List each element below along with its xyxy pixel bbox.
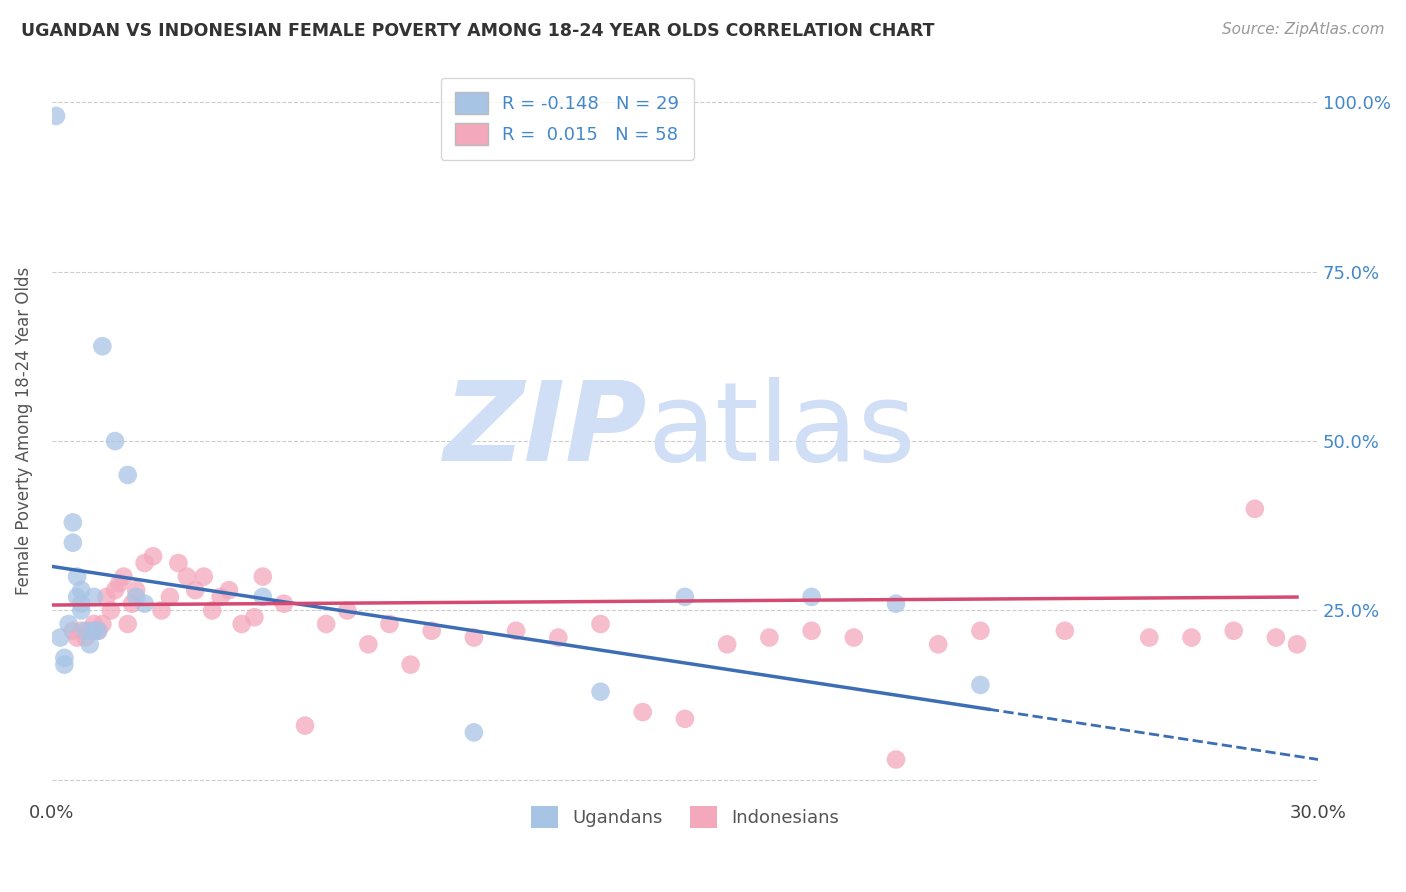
Point	[66, 590, 89, 604]
Point	[62, 516, 84, 530]
Text: ZIP: ZIP	[443, 377, 647, 484]
Point	[121, 597, 143, 611]
Point	[176, 569, 198, 583]
Point	[209, 590, 232, 604]
Point	[357, 637, 380, 651]
Text: Source: ZipAtlas.com: Source: ZipAtlas.com	[1222, 22, 1385, 37]
Point	[66, 569, 89, 583]
Point	[463, 631, 485, 645]
Point	[70, 583, 93, 598]
Point	[58, 617, 80, 632]
Point	[969, 624, 991, 638]
Point	[91, 339, 114, 353]
Y-axis label: Female Poverty Among 18-24 Year Olds: Female Poverty Among 18-24 Year Olds	[15, 267, 32, 595]
Point	[45, 109, 67, 123]
Point	[83, 624, 105, 638]
Point	[969, 678, 991, 692]
Point	[252, 590, 274, 604]
Point	[884, 752, 907, 766]
Point	[193, 569, 215, 583]
Point	[91, 617, 114, 632]
Point	[273, 597, 295, 611]
Point	[184, 583, 207, 598]
Point	[49, 631, 72, 645]
Text: atlas: atlas	[647, 377, 915, 484]
Point	[589, 684, 612, 698]
Point	[1222, 624, 1244, 638]
Point	[104, 583, 127, 598]
Point	[75, 631, 97, 645]
Point	[104, 434, 127, 449]
Point	[631, 705, 654, 719]
Point	[53, 657, 76, 672]
Point	[134, 597, 156, 611]
Point	[252, 569, 274, 583]
Point	[79, 637, 101, 651]
Point	[117, 617, 139, 632]
Point	[159, 590, 181, 604]
Point	[142, 549, 165, 564]
Point	[53, 651, 76, 665]
Point	[1180, 631, 1202, 645]
Point	[112, 569, 135, 583]
Point	[758, 631, 780, 645]
Point	[716, 637, 738, 651]
Point	[1285, 637, 1308, 651]
Point	[243, 610, 266, 624]
Point	[70, 603, 93, 617]
Text: UGANDAN VS INDONESIAN FEMALE POVERTY AMONG 18-24 YEAR OLDS CORRELATION CHART: UGANDAN VS INDONESIAN FEMALE POVERTY AMO…	[21, 22, 935, 40]
Point	[294, 718, 316, 732]
Point	[218, 583, 240, 598]
Legend: Ugandans, Indonesians: Ugandans, Indonesians	[523, 798, 846, 835]
Point	[589, 617, 612, 632]
Point	[150, 603, 173, 617]
Point	[420, 624, 443, 638]
Point	[673, 712, 696, 726]
Point	[70, 597, 93, 611]
Point	[83, 590, 105, 604]
Point	[1264, 631, 1286, 645]
Point	[96, 590, 118, 604]
Point	[378, 617, 401, 632]
Point	[75, 624, 97, 638]
Point	[100, 603, 122, 617]
Point	[505, 624, 527, 638]
Point	[884, 597, 907, 611]
Point	[463, 725, 485, 739]
Point	[70, 624, 93, 638]
Point	[399, 657, 422, 672]
Point	[125, 583, 148, 598]
Point	[1243, 501, 1265, 516]
Point	[62, 624, 84, 638]
Point	[547, 631, 569, 645]
Point	[201, 603, 224, 617]
Point	[66, 631, 89, 645]
Point	[842, 631, 865, 645]
Point	[87, 624, 110, 638]
Point	[1137, 631, 1160, 645]
Point	[800, 624, 823, 638]
Point	[108, 576, 131, 591]
Point	[125, 590, 148, 604]
Point	[336, 603, 359, 617]
Point	[800, 590, 823, 604]
Point	[927, 637, 949, 651]
Point	[117, 467, 139, 482]
Point	[167, 556, 190, 570]
Point	[673, 590, 696, 604]
Point	[315, 617, 337, 632]
Point	[231, 617, 253, 632]
Point	[1053, 624, 1076, 638]
Point	[79, 624, 101, 638]
Point	[134, 556, 156, 570]
Point	[62, 535, 84, 549]
Point	[83, 617, 105, 632]
Point	[87, 624, 110, 638]
